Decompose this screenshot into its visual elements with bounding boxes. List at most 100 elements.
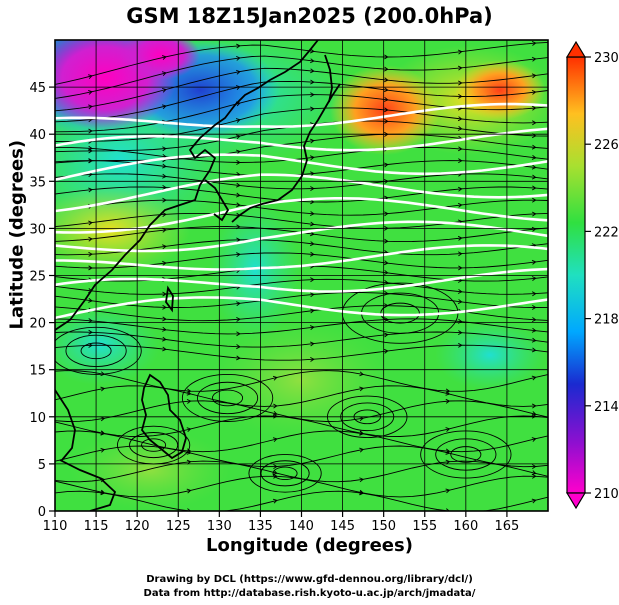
streamline-arrow [309,48,315,54]
streamline-arrow [532,197,537,203]
y-tick-label: 15 [29,364,46,379]
streamline-arrow [383,270,389,275]
streamline-arrow [383,332,389,338]
streamline-arrow [309,155,315,161]
streamline-arrow [458,158,463,164]
streamline-arrow [236,316,241,322]
streamline-arrow [359,386,364,392]
streamline-arrow [88,74,93,79]
y-tick-label: 45 [29,81,46,96]
streamline-arrow [457,126,463,131]
streamline-arrow [531,73,537,79]
streamline-arrow [161,71,167,77]
streamline-arrow [531,464,537,469]
streamline-arrow [383,87,389,93]
streamline-arrow [359,430,364,436]
streamline-arrow [457,65,463,71]
streamline-eddy [181,373,274,422]
colorbar-scale [566,56,586,494]
streamline-arrow [88,298,93,303]
streamline-arrow [531,89,537,95]
y-tick-label: 0 [38,505,46,520]
streamline-arrow [162,197,167,203]
streamline-arrow [310,211,315,216]
streamline-eddy [248,454,322,493]
streamline-arrow [531,291,537,297]
coastlines [55,40,341,511]
x-tick-label: 160 [453,519,478,534]
streamline-arrow [310,292,315,298]
streamline-arrow [359,489,364,495]
streamline-arrow [88,220,93,226]
credit-data-source: Data from http://database.rish.kyoto-u.a… [143,588,476,599]
streamline-arrow [458,93,463,99]
colorbar: 230 226 222 218 214 210 [565,40,619,510]
streamline-arrow [531,276,537,281]
streamline-arrow [88,158,93,164]
streamline-arrow [186,488,192,494]
colorbar-tick-label: 214 [594,400,619,415]
streamline-eddy [129,432,179,459]
streamline-arrow [309,308,315,314]
streamline-arrow [310,199,315,205]
y-tick-label: 35 [29,175,46,190]
streamline-arrow [88,318,93,324]
coastline-asia [55,40,319,331]
streamline-arrow [359,371,364,377]
streamline-arrow [531,211,537,217]
streamline-arrow [88,251,93,257]
streamline-arrow [162,326,167,332]
streamline-arrow [532,473,537,479]
streamline-arrow [162,346,167,352]
streamline-arrow [359,416,364,422]
streamline-arrow [162,212,167,217]
streamline-arrow [186,459,192,465]
streamline-arrow [235,134,241,140]
streamline-arrow [531,411,537,416]
streamline-arrow [309,58,315,64]
streamline-arrow [310,92,315,98]
streamline-arrow [309,221,315,227]
streamline-arrow [531,174,537,180]
streamline-arrow [457,330,463,336]
streamline-arrow [458,265,463,271]
streamline-arrow [384,317,389,323]
x-tick-label: 130 [207,519,232,534]
colorbar-tick-label: 230 [594,51,619,66]
streamline-arrow [236,252,241,258]
streamline-arrow [235,118,241,123]
streamline-arrow [161,55,167,60]
streamline-arrow [531,437,537,442]
streamline-arrow [272,470,278,475]
x-tick-label: 155 [412,519,437,534]
streamline-arrow [88,128,93,134]
streamline-arrow [186,398,192,404]
streamline-arrow [384,118,389,124]
streamline-arrow [272,498,278,504]
streamline-arrow [186,427,192,433]
streamline-arrow [531,226,537,232]
x-tick-label: 145 [330,519,355,534]
x-tick-label: 110 [43,519,68,534]
streamline-arrow [235,149,241,155]
streamline-arrow [383,348,389,354]
streamline-arrow [310,79,315,85]
streamline-arrow [272,410,278,416]
streamline-arrow [187,508,192,511]
streamline-arrow [236,301,241,307]
streamline-arrow [236,344,241,350]
streamline-eddy [212,389,244,407]
streamline-arrow [236,182,241,188]
streamline-arrow [457,49,463,55]
streamline-arrow [445,508,450,511]
streamline-arrow [88,104,93,110]
streamline-arrow [531,120,537,126]
streamline-arrow [309,325,315,330]
streamline-arrow [457,251,463,257]
streamline-arrow [236,43,241,49]
colorbar-max-arrow [565,40,587,58]
streamline-arrow [457,235,463,241]
x-axis-label: Longitude (degrees) [206,535,413,556]
streamline-arrow [457,146,463,152]
